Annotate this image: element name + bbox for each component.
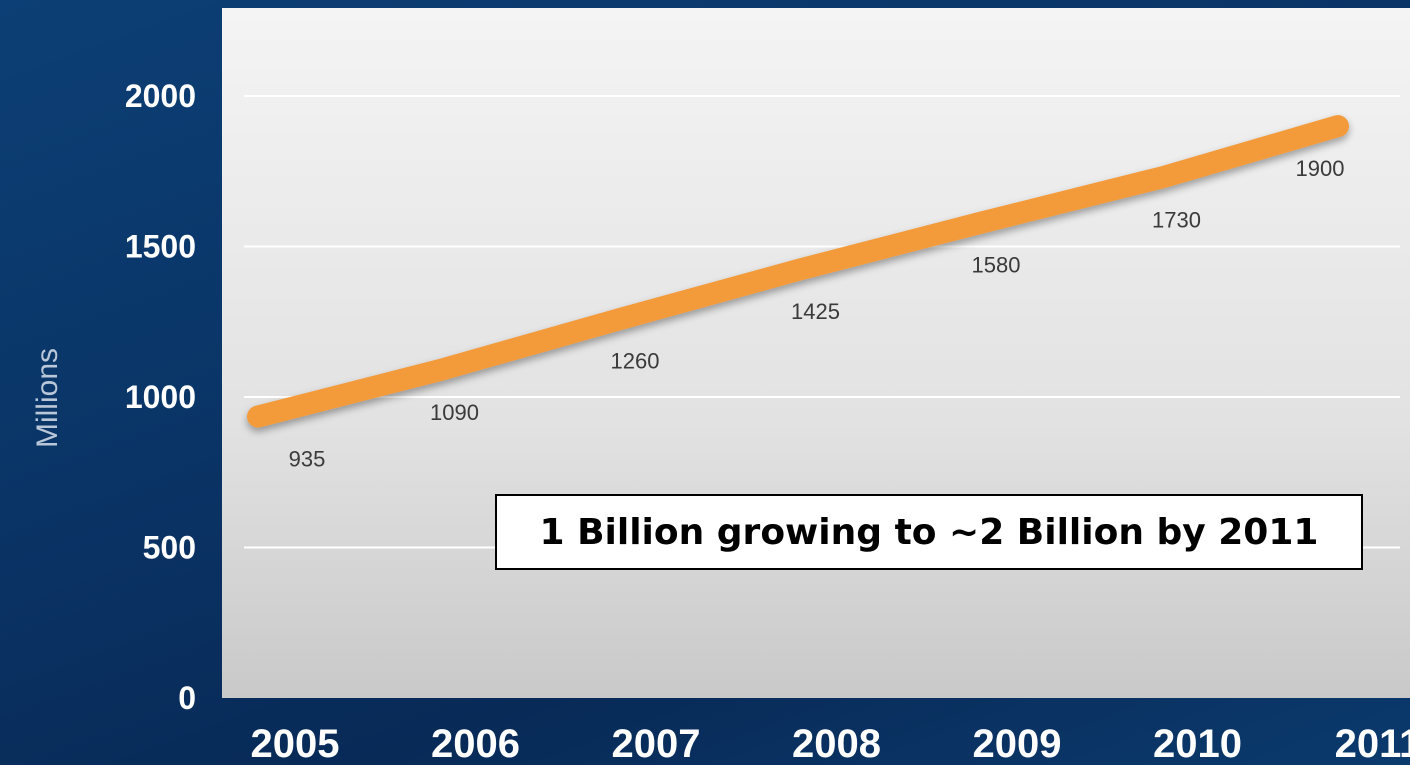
x-tick-label: 2006 <box>431 722 520 765</box>
data-label: 1900 <box>1296 156 1345 181</box>
y-tick-label: 0 <box>178 680 196 716</box>
series-line-path <box>247 115 1349 428</box>
y-tick-label: 2000 <box>125 78 196 114</box>
x-tick-label: 2009 <box>973 722 1062 765</box>
data-label: 935 <box>289 447 326 472</box>
plot-area <box>222 8 1410 698</box>
x-tick-label: 2010 <box>1153 722 1242 765</box>
data-label: 1260 <box>611 349 660 374</box>
data-label: 1425 <box>791 299 840 324</box>
data-label: 1090 <box>430 400 479 425</box>
data-label: 1730 <box>1152 207 1201 232</box>
y-tick-label: 1500 <box>125 229 196 265</box>
series-line <box>247 115 1349 428</box>
data-label: 1580 <box>972 252 1021 277</box>
y-axis-label: Millions <box>31 348 64 448</box>
x-tick-label: 2011 <box>1335 722 1410 765</box>
y-tick-label: 1000 <box>125 379 196 415</box>
x-tick-label: 2005 <box>251 722 340 765</box>
annotation-callout: 1 Billion growing to ~2 Billion by 2011 <box>495 494 1363 570</box>
y-axis-ticks: 0 500 1000 1500 2000 <box>125 78 196 716</box>
x-tick-label: 2008 <box>792 722 881 765</box>
data-labels: 935 1090 1260 1425 1580 1730 1900 <box>289 156 1345 471</box>
x-tick-label: 2007 <box>612 722 701 765</box>
y-tick-label: 500 <box>143 530 196 566</box>
x-axis-ticks: 2005 2006 2007 2008 2009 2010 2011 <box>251 722 1410 765</box>
